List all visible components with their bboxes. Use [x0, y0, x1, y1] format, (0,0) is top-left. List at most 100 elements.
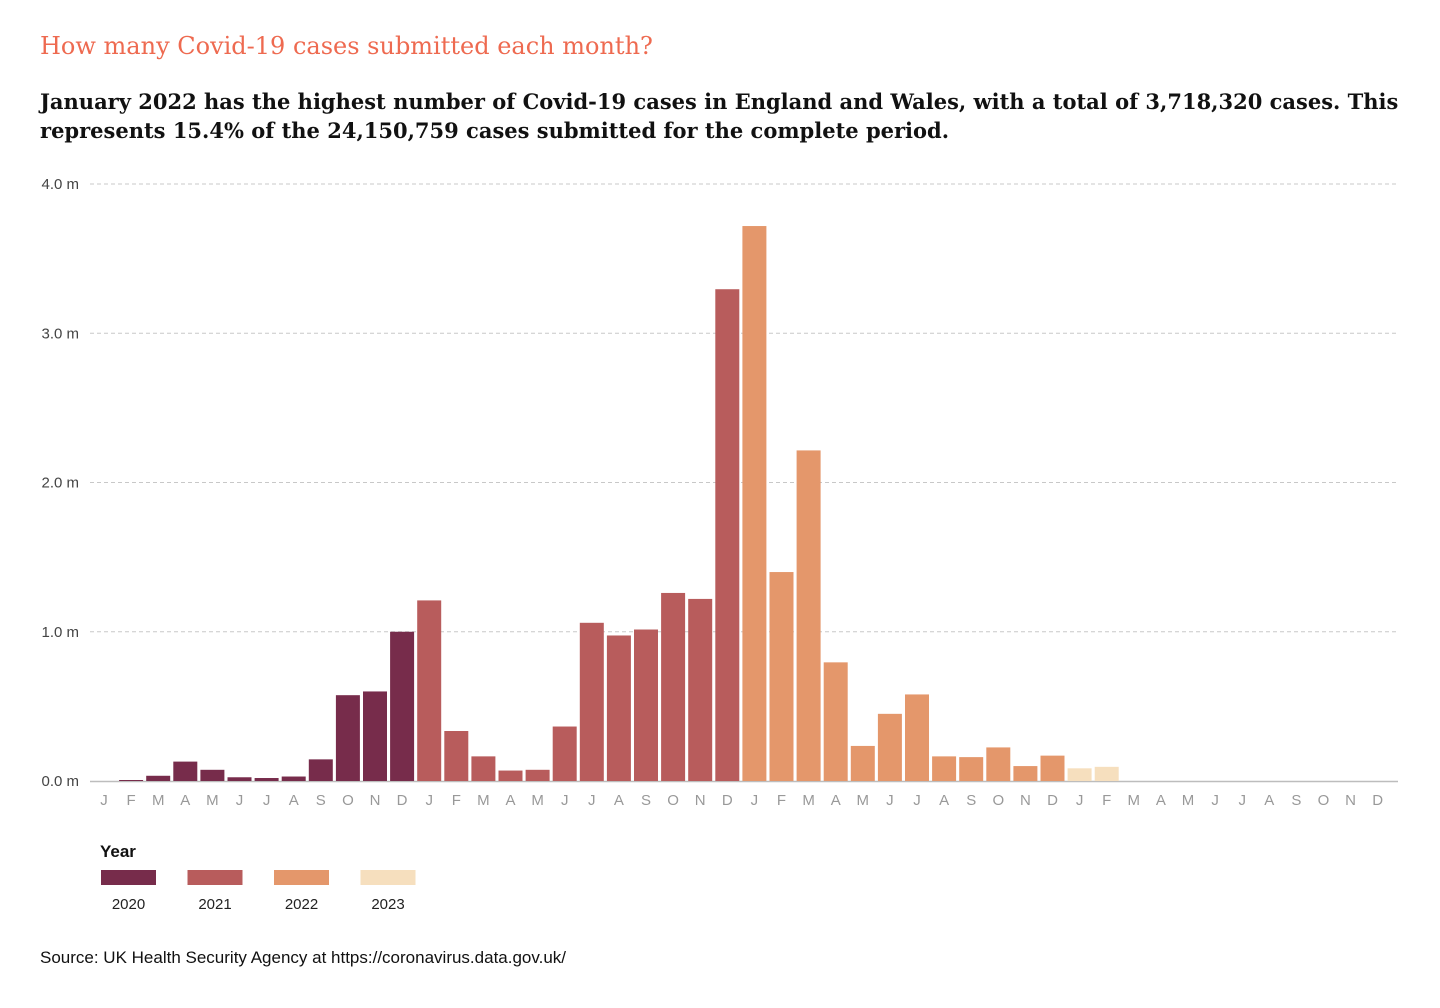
chart-kicker: How many Covid-19 cases submitted each m…: [40, 32, 653, 60]
bar-2022-12: [1040, 755, 1065, 781]
x-tick-label: S: [641, 792, 651, 809]
x-tick-label: M: [531, 792, 544, 809]
x-tick-label: D: [397, 792, 408, 809]
bar-2020-9: [308, 759, 333, 781]
legend-swatch-2021: [187, 870, 243, 885]
x-tick-label: O: [1318, 792, 1330, 809]
y-tick-label: 4.0 m: [41, 176, 79, 193]
x-tick-label: N: [695, 792, 706, 809]
x-tick-label: J: [100, 792, 108, 809]
bar-2020-10: [335, 695, 360, 781]
bar-2020-4: [173, 761, 198, 781]
bar-2021-9: [634, 629, 658, 781]
x-tick-label: J: [425, 792, 433, 809]
x-tick-label: A: [614, 792, 624, 809]
x-tick-label: J: [561, 792, 569, 809]
x-tick-label: A: [1264, 792, 1274, 809]
x-tick-label: N: [1020, 792, 1031, 809]
x-tick-label: M: [857, 792, 870, 809]
bar-2022-8: [932, 756, 957, 781]
bar-2022-2: [769, 572, 794, 781]
bar-2021-12: [715, 289, 740, 781]
x-tick-label: J: [263, 792, 271, 809]
bar-2021-8: [606, 635, 631, 781]
x-tick-label: F: [777, 792, 786, 809]
bar-2020-2: [119, 780, 144, 781]
x-tick-label: M: [802, 792, 815, 809]
source-note: Source: UK Health Security Agency at htt…: [40, 948, 567, 967]
x-tick-label: F: [452, 792, 461, 809]
bar-2022-9: [959, 757, 984, 781]
bar-2020-5: [200, 769, 225, 781]
chart-headline: January 2022 has the highest number of C…: [40, 89, 1399, 143]
y-tick-label: 1.0 m: [41, 624, 79, 641]
bar-2020-8: [281, 776, 306, 781]
legend-swatch-2023: [360, 870, 416, 885]
x-tick-label: A: [505, 792, 515, 809]
bar-2020-12: [390, 631, 415, 781]
bar-2021-1: [417, 600, 442, 781]
x-tick-label: J: [588, 792, 596, 809]
x-tick-label: N: [370, 792, 381, 809]
x-tick-label: O: [342, 792, 354, 809]
x-tick-label: S: [1291, 792, 1301, 809]
y-tick-label: 2.0 m: [41, 475, 79, 492]
x-tick-label: A: [1156, 792, 1166, 809]
x-tick-label: A: [831, 792, 841, 809]
x-tick-label: D: [1372, 792, 1383, 809]
x-tick-label: S: [316, 792, 326, 809]
bar-2021-6: [552, 726, 577, 781]
x-tick-label: J: [1076, 792, 1084, 809]
bar-2022-10: [986, 747, 1011, 781]
bar-2021-11: [688, 598, 713, 781]
bar-2022-1: [742, 226, 767, 781]
x-tick-label: J: [751, 792, 759, 809]
x-tick-label: J: [236, 792, 244, 809]
bar-2020-3: [146, 775, 171, 781]
x-tick-label: D: [722, 792, 733, 809]
legend-title: Year: [100, 842, 136, 861]
bar-2021-10: [661, 592, 686, 781]
x-tick-label: A: [180, 792, 190, 809]
y-tick-label: 3.0 m: [41, 325, 79, 342]
bar-2021-4: [498, 770, 523, 781]
bar-2022-5: [850, 745, 875, 781]
x-tick-label: N: [1345, 792, 1356, 809]
bar-2020-7: [254, 778, 279, 781]
x-tick-label: D: [1047, 792, 1058, 809]
x-tick-label: J: [913, 792, 921, 809]
y-tick-label: 0.0 m: [41, 773, 79, 790]
x-tick-label: J: [1238, 792, 1246, 809]
legend-swatch-2022: [274, 870, 329, 885]
bar-2023-1: [1067, 768, 1092, 781]
legend-label-2023: 2023: [371, 896, 404, 913]
x-tick-label: F: [1102, 792, 1111, 809]
x-tick-label: O: [992, 792, 1004, 809]
bar-chart: 0.0 m1.0 m2.0 m3.0 m4.0 mJ F M A M J J A S O N D J F M…: [41, 176, 1398, 913]
bar-2021-3: [471, 756, 496, 781]
bar-2022-11: [1013, 766, 1038, 781]
x-tick-label: S: [966, 792, 976, 809]
bar-2023-2: [1094, 766, 1119, 781]
bar-2020-11: [363, 691, 387, 781]
x-tick-label: J: [886, 792, 894, 809]
bar-2022-4: [823, 662, 848, 781]
bar-2021-5: [525, 769, 550, 781]
bar-2021-7: [579, 622, 604, 781]
x-tick-label: F: [127, 792, 136, 809]
x-tick-label: M: [206, 792, 219, 809]
bar-2022-3: [796, 450, 821, 781]
x-tick-label: M: [1128, 792, 1141, 809]
legend-label-2022: 2022: [285, 896, 318, 913]
bar-2022-6: [877, 713, 902, 781]
x-tick-label: J: [1211, 792, 1219, 809]
x-tick-label: O: [667, 792, 679, 809]
x-tick-label: M: [477, 792, 490, 809]
bar-2021-2: [444, 731, 469, 781]
bar-2022-7: [905, 694, 929, 781]
x-tick-label: M: [1182, 792, 1195, 809]
legend-swatch-2020: [101, 870, 156, 885]
x-tick-label: A: [939, 792, 949, 809]
legend-label-2021: 2021: [198, 896, 231, 913]
x-tick-label: M: [152, 792, 165, 809]
